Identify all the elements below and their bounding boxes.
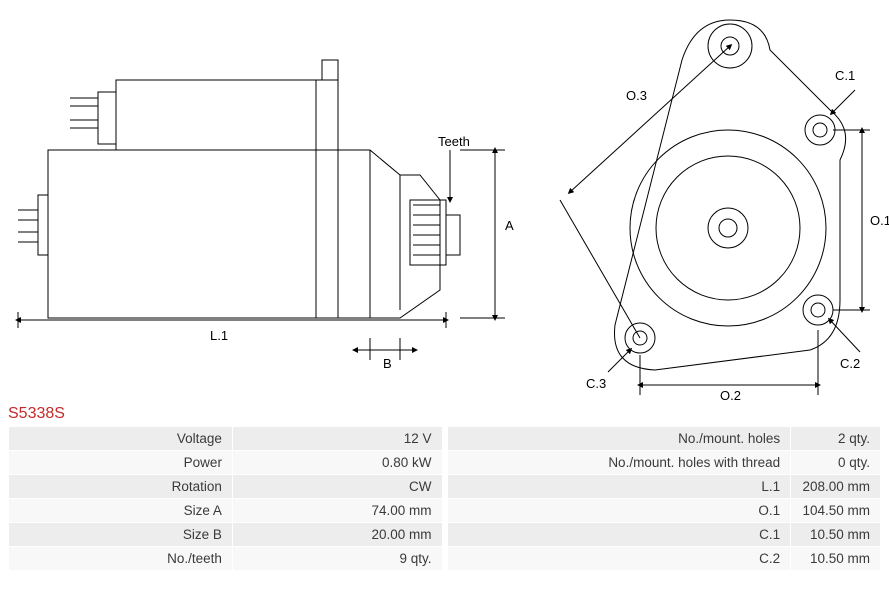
spec-key: C.2 (448, 547, 791, 570)
spec-table-left: Voltage12 VPower0.80 kWRotationCWSize A7… (8, 426, 443, 571)
spec-key: No./mount. holes (448, 427, 791, 450)
spec-key: No./teeth (9, 547, 232, 570)
spec-value: 2 qty. (791, 427, 880, 450)
spec-key: Power (9, 451, 232, 474)
table-row: O.1104.50 mm (448, 499, 881, 522)
spec-key: O.1 (448, 499, 791, 522)
spec-value: 104.50 mm (791, 499, 880, 522)
dim-o1-label: O.1 (870, 213, 889, 228)
table-row: Size A74.00 mm (9, 499, 442, 522)
spec-value: 9 qty. (233, 547, 442, 570)
spec-value: 12 V (233, 427, 442, 450)
spec-key: Rotation (9, 475, 232, 498)
table-row: C.110.50 mm (448, 523, 881, 546)
drawing-svg: L.1 B A Teeth (0, 0, 889, 402)
spec-key: Voltage (9, 427, 232, 450)
teeth-label: Teeth (438, 134, 470, 149)
table-row: Size B20.00 mm (9, 523, 442, 546)
side-view (18, 60, 460, 318)
table-row: Voltage12 V (9, 427, 442, 450)
dim-c3-label: C.3 (586, 376, 606, 391)
dim-c2-label: C.2 (840, 356, 860, 371)
table-row: L.1208.00 mm (448, 475, 881, 498)
spec-value: 0 qty. (791, 451, 880, 474)
dim-a-label: A (505, 218, 514, 233)
spec-key: Size A (9, 499, 232, 522)
spec-value: 208.00 mm (791, 475, 880, 498)
spec-key: L.1 (448, 475, 791, 498)
spec-value: 10.50 mm (791, 547, 880, 570)
dim-o3-label: O.3 (626, 88, 647, 103)
dim-l1-label: L.1 (210, 328, 228, 343)
product-code: S5338S (8, 405, 65, 423)
spec-value: 20.00 mm (233, 523, 442, 546)
table-row: No./mount. holes2 qty. (448, 427, 881, 450)
spec-value: 0.80 kW (233, 451, 442, 474)
spec-key: Size B (9, 523, 232, 546)
table-row: No./mount. holes with thread0 qty. (448, 451, 881, 474)
technical-drawing: L.1 B A Teeth (0, 0, 889, 402)
table-row: C.210.50 mm (448, 547, 881, 570)
table-row: No./teeth9 qty. (9, 547, 442, 570)
dim-c1-label: C.1 (835, 68, 855, 83)
table-row: Power0.80 kW (9, 451, 442, 474)
spec-value: 10.50 mm (791, 523, 880, 546)
front-view (615, 20, 846, 370)
spec-key: C.1 (448, 523, 791, 546)
spec-key: No./mount. holes with thread (448, 451, 791, 474)
spec-value: 74.00 mm (233, 499, 442, 522)
spec-tables: Voltage12 VPower0.80 kWRotationCWSize A7… (8, 426, 881, 571)
spec-table-right: No./mount. holes2 qty.No./mount. holes w… (447, 426, 882, 571)
table-row: RotationCW (9, 475, 442, 498)
dim-b-label: B (383, 356, 392, 371)
spec-value: CW (233, 475, 442, 498)
dim-o2-label: O.2 (720, 388, 741, 402)
